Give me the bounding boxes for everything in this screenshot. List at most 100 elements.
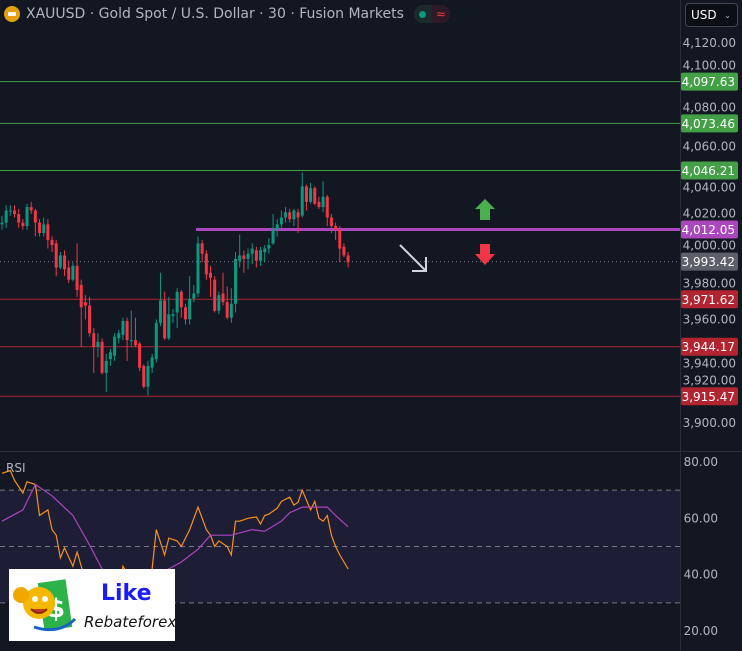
candle-body	[192, 293, 196, 299]
candle-body	[321, 196, 325, 208]
candle	[138, 341, 142, 372]
candle-body	[108, 352, 112, 360]
price-tick: 3,900.00	[683, 416, 736, 430]
green-up-arrow-icon[interactable]	[475, 199, 495, 220]
candle	[54, 239, 58, 277]
resistance-level-label: 4,073.46	[682, 117, 735, 131]
candle	[342, 243, 346, 258]
candle	[321, 181, 325, 213]
candle-body	[317, 201, 321, 208]
candle-body	[338, 229, 342, 249]
candle	[71, 262, 75, 282]
candle	[334, 222, 338, 240]
candle	[284, 207, 288, 223]
price-tick: 3,980.00	[683, 276, 736, 290]
candle	[229, 288, 233, 323]
candle	[158, 272, 162, 327]
currency-select[interactable]: USD ⌄	[685, 3, 738, 27]
candle	[88, 296, 92, 337]
candle-body	[179, 291, 183, 308]
candle	[21, 219, 25, 230]
price-axis[interactable]: 4,120.00 4,100.00 4,080.00 4,060.00 4,040.00…	[681, 36, 738, 638]
candle	[171, 309, 175, 323]
candle-body	[254, 250, 258, 261]
candle-body	[279, 217, 283, 225]
candle-body	[146, 366, 150, 387]
support-level-badge	[681, 290, 738, 309]
candle	[275, 219, 279, 237]
price-tick: 4,040.00	[683, 180, 736, 194]
candle-body	[229, 303, 233, 318]
candle-body	[309, 188, 313, 202]
candle-body	[92, 333, 96, 348]
rsi-tick: 80.00	[684, 455, 718, 469]
candle	[100, 338, 104, 375]
candle	[213, 276, 217, 313]
candle-body	[304, 186, 308, 202]
brand-logo: $ Like Rebateforex	[9, 569, 177, 641]
rsi-label[interactable]: RSI	[6, 461, 26, 475]
candle-body	[63, 255, 67, 270]
candle-body	[288, 212, 292, 220]
candle-body	[188, 298, 192, 320]
resistance-level-label: 4,046.21	[682, 164, 735, 178]
candle-body	[238, 255, 242, 261]
candle	[13, 205, 17, 218]
candle-body	[100, 341, 104, 373]
candle	[104, 353, 108, 392]
price-tick: 3,960.00	[683, 312, 736, 326]
candle	[313, 186, 317, 206]
candle	[254, 246, 258, 268]
candle-body	[275, 224, 279, 230]
candle	[225, 286, 229, 320]
candle-body	[4, 210, 8, 223]
candle-body	[96, 341, 100, 348]
candle	[29, 201, 33, 215]
candle-body	[158, 300, 162, 323]
candle-body	[163, 300, 167, 339]
brand-rebateforex-text: Rebateforex	[84, 613, 177, 631]
support-level-badge	[681, 337, 738, 356]
candle-body	[171, 314, 175, 316]
candle-body	[250, 248, 254, 254]
candle-body	[133, 340, 137, 346]
candle-body	[117, 333, 121, 339]
candle-body	[234, 258, 238, 304]
candle-body	[284, 212, 288, 218]
candle	[125, 317, 129, 361]
market-status[interactable]: ≈	[413, 5, 450, 23]
candle-body	[167, 314, 171, 339]
candle	[121, 317, 125, 341]
price-tick: 4,120.00	[683, 36, 736, 50]
candle	[292, 208, 296, 227]
red-down-arrow-icon[interactable]	[475, 244, 495, 265]
candle	[83, 295, 87, 320]
support-level-label: 3,944.17	[682, 340, 735, 354]
candle	[329, 214, 333, 234]
candle-body	[138, 343, 142, 368]
candle-body	[183, 307, 187, 320]
symbol-header[interactable]: XAUUSD · Gold Spot / U.S. Dollar · 30 · …	[4, 3, 450, 25]
candle-body	[54, 243, 58, 268]
candle	[25, 203, 29, 230]
candle	[271, 214, 275, 246]
candle-body	[104, 360, 108, 373]
candle-body	[71, 265, 75, 280]
candle	[154, 319, 158, 363]
candle-body	[42, 224, 46, 234]
candle-body	[75, 265, 79, 291]
candle	[113, 333, 117, 361]
candle	[96, 333, 100, 358]
white-diagonal-down-arrow-icon[interactable]	[399, 244, 427, 272]
price-tick: 3,940.00	[683, 357, 736, 371]
candle	[288, 208, 292, 223]
price-tick: 3,920.00	[683, 373, 736, 387]
candle	[196, 236, 200, 297]
candle-body	[196, 243, 200, 294]
candle	[325, 195, 329, 227]
candle	[238, 234, 242, 268]
price-tick: 4,020.00	[683, 206, 736, 220]
candle	[146, 360, 150, 396]
candle	[67, 260, 71, 284]
